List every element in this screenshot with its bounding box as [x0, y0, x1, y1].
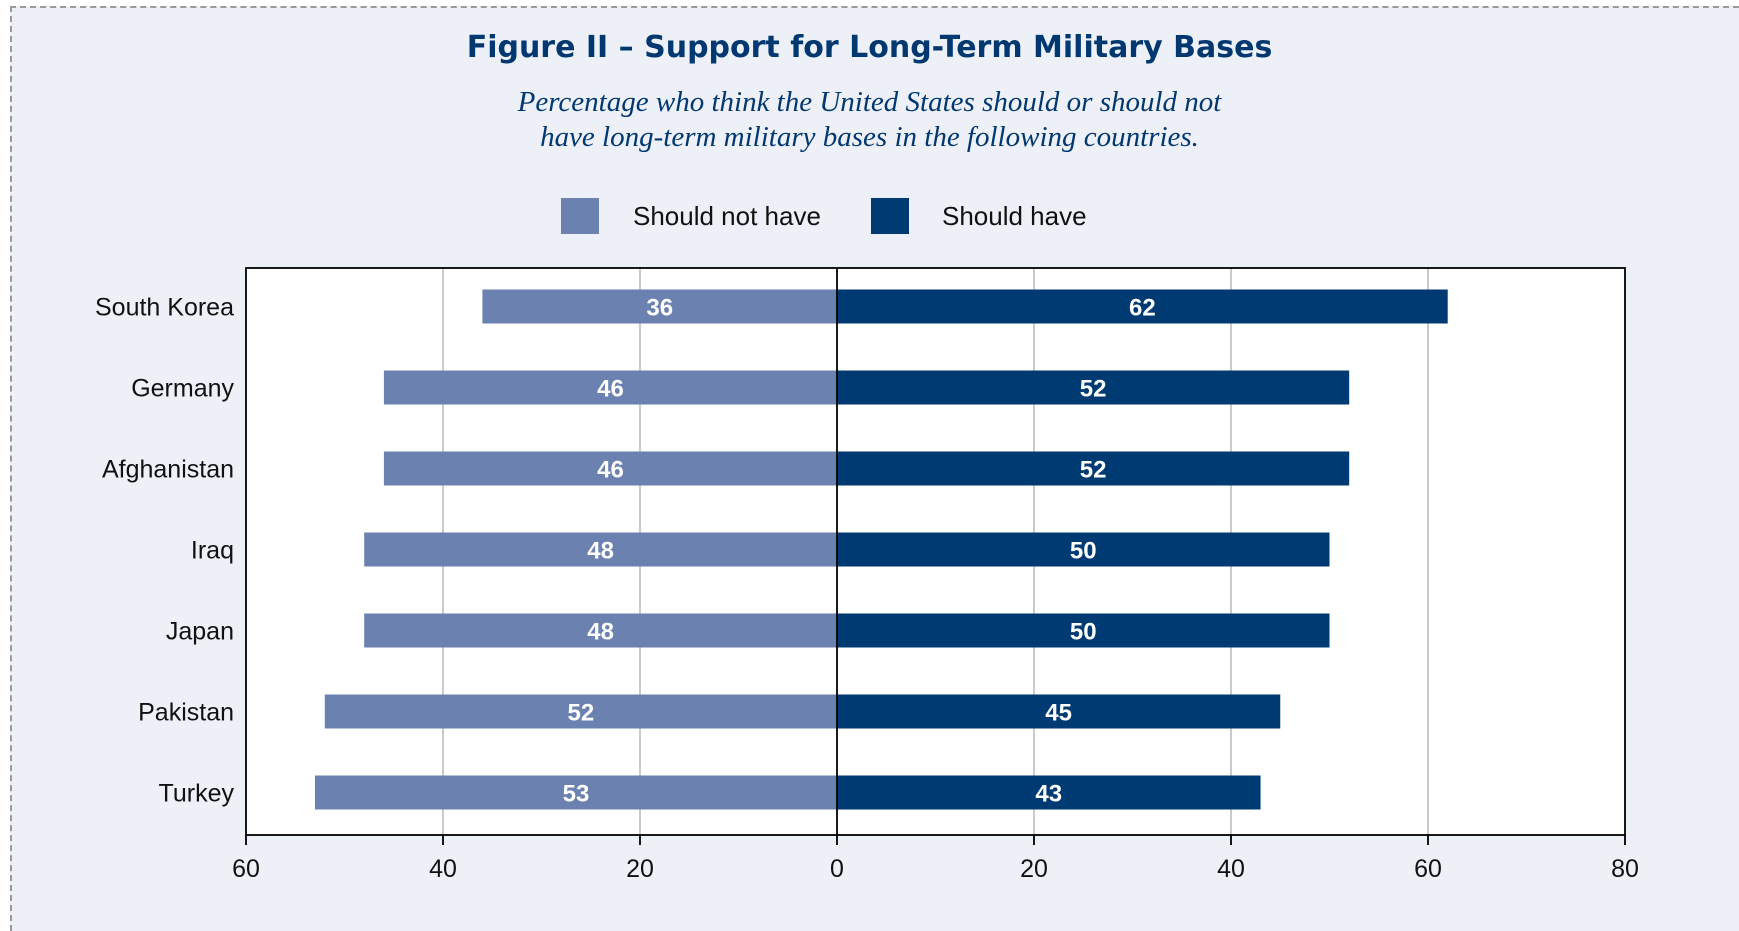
bar-label-should-not-have-japan: 48	[587, 619, 614, 646]
x-tick-label-0: 60	[232, 855, 260, 883]
bar-label-should-not-have-afghanistan: 46	[597, 457, 624, 484]
bar-label-should-have-afghanistan: 52	[1080, 457, 1107, 484]
legend-swatch-should-not-have	[561, 198, 599, 234]
bar-should-have-japan	[837, 613, 1330, 648]
x-tick-label-4: 20	[1020, 855, 1048, 883]
bar-label-should-have-south-korea: 62	[1129, 295, 1156, 322]
category-label-turkey: Turkey	[159, 780, 235, 808]
chart-title: Figure II – Support for Long-Term Milita…	[466, 30, 1273, 65]
bar-should-have-germany	[837, 370, 1350, 405]
bar-should-not-have-pakistan	[324, 694, 837, 729]
bar-should-have-turkey	[837, 775, 1261, 810]
legend-swatch-should-have	[871, 198, 909, 234]
bar-label-should-not-have-germany: 46	[597, 376, 624, 403]
bar-should-have-pakistan	[837, 694, 1281, 729]
bar-label-should-have-japan: 50	[1070, 619, 1097, 646]
x-tick-label-7: 80	[1611, 855, 1639, 883]
bar-label-should-not-have-south-korea: 36	[646, 295, 673, 322]
chart-subtitle-line-2: have long-term military bases in the fol…	[540, 121, 1199, 153]
bar-should-not-have-turkey	[314, 775, 837, 810]
bar-label-should-have-pakistan: 45	[1045, 700, 1072, 727]
bar-should-have-afghanistan	[837, 451, 1350, 486]
legend-label-should-not-have: Should not have	[633, 201, 821, 231]
chart-subtitle-line-1: Percentage who think the United States s…	[517, 86, 1222, 118]
bar-label-should-not-have-pakistan: 52	[568, 700, 595, 727]
bar-should-not-have-japan	[364, 613, 837, 648]
bar-should-not-have-afghanistan	[383, 451, 837, 486]
category-label-pakistan: Pakistan	[138, 699, 234, 727]
x-tick-label-5: 40	[1217, 855, 1245, 883]
bar-label-should-have-turkey: 43	[1035, 781, 1062, 808]
bar-label-should-not-have-iraq: 48	[587, 538, 614, 565]
bar-should-have-south-korea	[837, 289, 1448, 324]
category-label-iraq: Iraq	[191, 537, 234, 565]
category-label-south-korea: South Korea	[95, 294, 234, 322]
bar-should-not-have-germany	[383, 370, 837, 405]
bar-should-not-have-south-korea	[482, 289, 837, 324]
category-label-germany: Germany	[131, 375, 234, 403]
category-label-japan: Japan	[166, 618, 234, 646]
bar-label-should-have-iraq: 50	[1070, 538, 1097, 565]
bar-should-have-iraq	[837, 532, 1330, 567]
x-tick-label-2: 20	[626, 855, 654, 883]
x-tick-label-3: 0	[830, 855, 844, 883]
bar-label-should-not-have-turkey: 53	[563, 781, 590, 808]
category-label-afghanistan: Afghanistan	[102, 456, 234, 484]
x-tick-label-6: 60	[1414, 855, 1442, 883]
bar-label-should-have-germany: 52	[1080, 376, 1107, 403]
x-tick-label-1: 40	[429, 855, 457, 883]
plot-border	[245, 267, 1626, 836]
legend-label-should-have: Should have	[942, 201, 1087, 231]
bar-should-not-have-iraq	[364, 532, 837, 567]
